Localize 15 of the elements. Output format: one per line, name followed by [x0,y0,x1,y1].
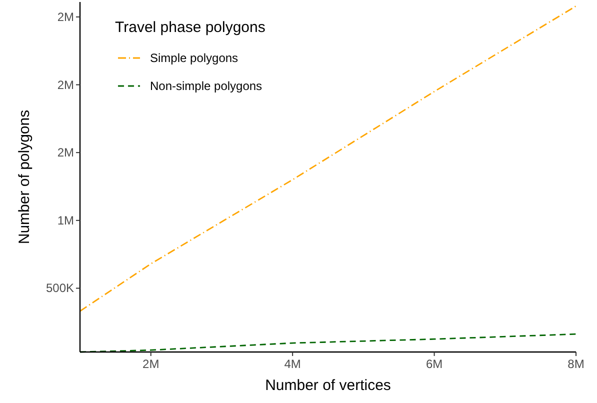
y-tick-label: 2M [57,10,74,24]
x-axis-title: Number of vertices [265,377,391,394]
y-tick-label: 2M [57,78,74,92]
x-tick-label: 6M [426,357,443,371]
y-tick-label: 2M [57,146,74,160]
y-tick-label: 500K [46,281,74,296]
y-tick-label: 1M [57,213,74,228]
x-tick-label: 8M [568,357,584,371]
legend-title: Travel phase polygons [115,19,266,36]
legend-label: Non-simple polygons [150,79,262,93]
line-series [79,5,577,312]
legend-label: Simple polygons [150,51,238,65]
y-axis-title: Number of polygons [16,110,33,244]
x-tick-label: 2M [142,357,160,371]
x-tick-label: 4M [284,357,301,371]
